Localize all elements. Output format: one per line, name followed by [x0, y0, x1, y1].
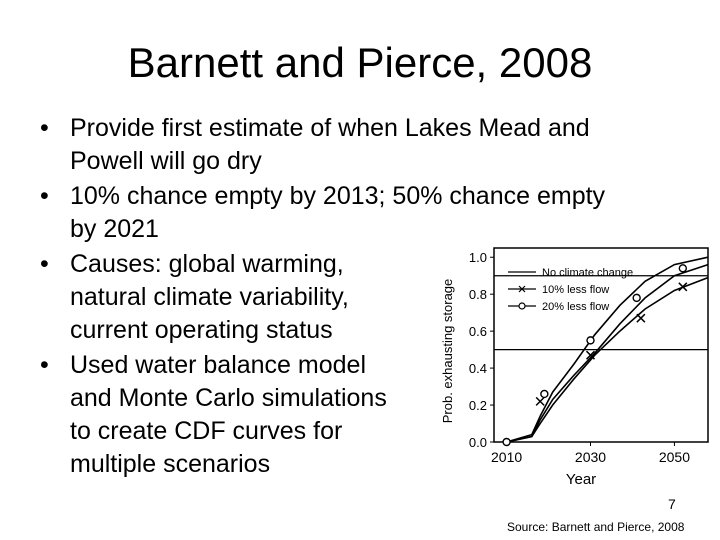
bullet-dot-icon: •	[40, 250, 49, 278]
circle-marker	[540, 389, 549, 399]
bullet-line: 10% chance empty by 2013; 50% chance emp…	[70, 182, 606, 210]
y-tick-label: 0.2	[469, 398, 487, 413]
bullet-dot-icon: •	[40, 114, 49, 142]
bullet-item: • Used water balance model and Monte Car…	[40, 349, 700, 481]
bullet-line: Used water balance model	[70, 351, 366, 379]
legend-label: No climate change	[542, 267, 633, 279]
series-line	[506, 256, 709, 443]
series-line	[506, 276, 709, 443]
x-marker	[535, 396, 545, 406]
y-tick-label: 0.0	[469, 435, 487, 450]
plot-frame	[493, 247, 709, 443]
bullet-item: • 10% chance empty by 2013; 50% chance e…	[40, 180, 700, 246]
bullet-line: Provide first estimate of when Lakes Mea…	[70, 114, 590, 142]
bullet-item: • Causes: global warming, natural climat…	[40, 248, 700, 347]
series-line	[506, 263, 709, 443]
legend-x-marker	[518, 285, 526, 293]
circle-marker	[502, 437, 511, 447]
bullet-line: multiple scenarios	[70, 450, 271, 478]
legend-label: 10% less flow	[542, 284, 609, 296]
y-tick-label: 0.8	[469, 287, 487, 302]
bullet-list: • Provide first estimate of when Lakes M…	[40, 112, 700, 483]
y-tick-label: 0.4	[469, 361, 487, 376]
bullet-dot-icon: •	[40, 182, 49, 210]
x-marker	[636, 313, 646, 323]
x-tick-label: 2010	[491, 449, 522, 465]
x-tick-label: 2050	[659, 449, 690, 465]
cdf-chart: 0.0 0.2 0.4 0.6 0.8 1.0 2010 2030 2050 Year Prob. …	[440, 247, 709, 488]
circle-marker	[586, 336, 595, 345]
legend-label: 20% less flow	[542, 301, 609, 313]
circle-marker	[678, 264, 688, 273]
bullet-dot-icon: •	[40, 351, 49, 379]
bullet-line: Causes: global warming,	[70, 250, 344, 278]
page-number: 7	[668, 496, 676, 512]
bullet-line: and Monte Carlo simulations	[70, 384, 387, 412]
y-tick-label: 1.0	[469, 250, 487, 265]
x-tick-label: 2030	[575, 449, 606, 465]
circle-marker	[632, 293, 641, 303]
source-credit: Source: Barnett and Pierce, 2008	[507, 520, 685, 534]
x-axis-label: Year	[566, 471, 596, 488]
bullet-line: to create CDF curves for	[70, 417, 343, 445]
legend-circle-marker	[518, 302, 526, 310]
x-marker	[585, 350, 596, 360]
slide-title: Barnett and Pierce, 2008	[127, 39, 593, 86]
bullet-item: • Provide first estimate of when Lakes M…	[40, 112, 700, 178]
chart-container: 0.0 0.2 0.4 0.6 0.8 1.0 2010 2030 2050 Year Prob. …	[432, 240, 720, 495]
bullet-line: Powell will go dry	[70, 147, 262, 175]
x-marker	[678, 282, 688, 292]
bullet-line: by 2021	[70, 215, 159, 243]
y-tick-label: 0.6	[469, 324, 487, 339]
bullet-line: natural climate variability,	[70, 283, 349, 311]
y-axis-label: Prob. exhausting storage	[440, 279, 455, 424]
bullet-line: current operating status	[70, 316, 333, 344]
